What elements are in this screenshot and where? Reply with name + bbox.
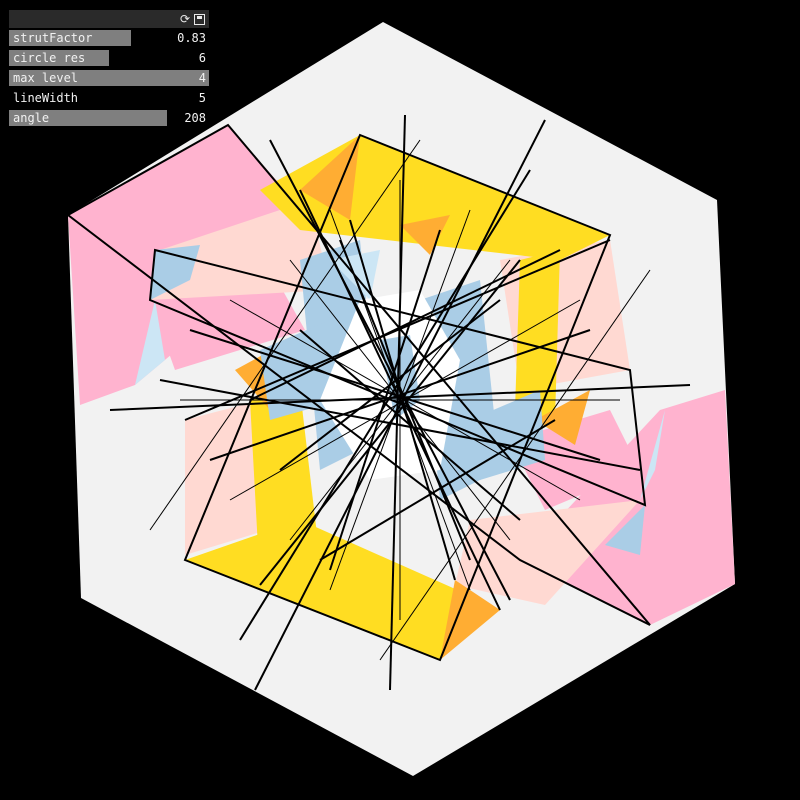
blue-panel bbox=[470, 390, 545, 480]
lightblue-sliver bbox=[135, 300, 165, 385]
slider-value: 4 bbox=[198, 71, 206, 85]
slider-circle-res[interactable]: circle res 6 bbox=[9, 49, 209, 68]
slider-fill bbox=[9, 110, 167, 126]
slider-label: max level bbox=[13, 71, 79, 85]
orange-triangle bbox=[300, 135, 360, 220]
slider-fill bbox=[9, 30, 131, 46]
slider-strut-factor[interactable]: strutFactor 0.83 bbox=[9, 29, 209, 48]
slider-value: 5 bbox=[198, 91, 206, 105]
control-panel-header: ⟳ bbox=[9, 10, 209, 28]
yellow-panel bbox=[515, 250, 560, 420]
slider-fill bbox=[9, 50, 109, 66]
refresh-icon[interactable]: ⟳ bbox=[179, 12, 190, 26]
orange-triangle bbox=[400, 215, 450, 255]
blue-panel bbox=[605, 505, 645, 555]
yellow-panel bbox=[250, 390, 320, 585]
slider-value: 0.83 bbox=[177, 31, 206, 45]
slider-value: 6 bbox=[198, 51, 206, 65]
slider-fill bbox=[9, 70, 209, 86]
slider-max-level[interactable]: max level 4 bbox=[9, 69, 209, 88]
orange-triangle bbox=[535, 390, 590, 445]
salmon-panel bbox=[150, 200, 330, 300]
blue-panel bbox=[260, 320, 340, 420]
control-panel: ⟳ strutFactor 0.83 circle res 6 max leve… bbox=[9, 10, 209, 128]
orange-triangle bbox=[440, 580, 500, 660]
fine-lines bbox=[149, 139, 651, 661]
salmon-panel bbox=[455, 500, 640, 605]
slider-angle[interactable]: angle 208 bbox=[9, 109, 209, 128]
slider-label: angle bbox=[13, 111, 50, 125]
save-icon[interactable] bbox=[194, 14, 205, 25]
slider-label: strutFactor bbox=[13, 31, 93, 45]
slider-label: lineWidth bbox=[13, 91, 79, 105]
slider-value: 208 bbox=[184, 111, 206, 125]
slider-label: circle res bbox=[13, 51, 86, 65]
lightblue-sliver bbox=[640, 410, 665, 500]
slider-line-width[interactable]: lineWidth 5 bbox=[9, 89, 209, 108]
